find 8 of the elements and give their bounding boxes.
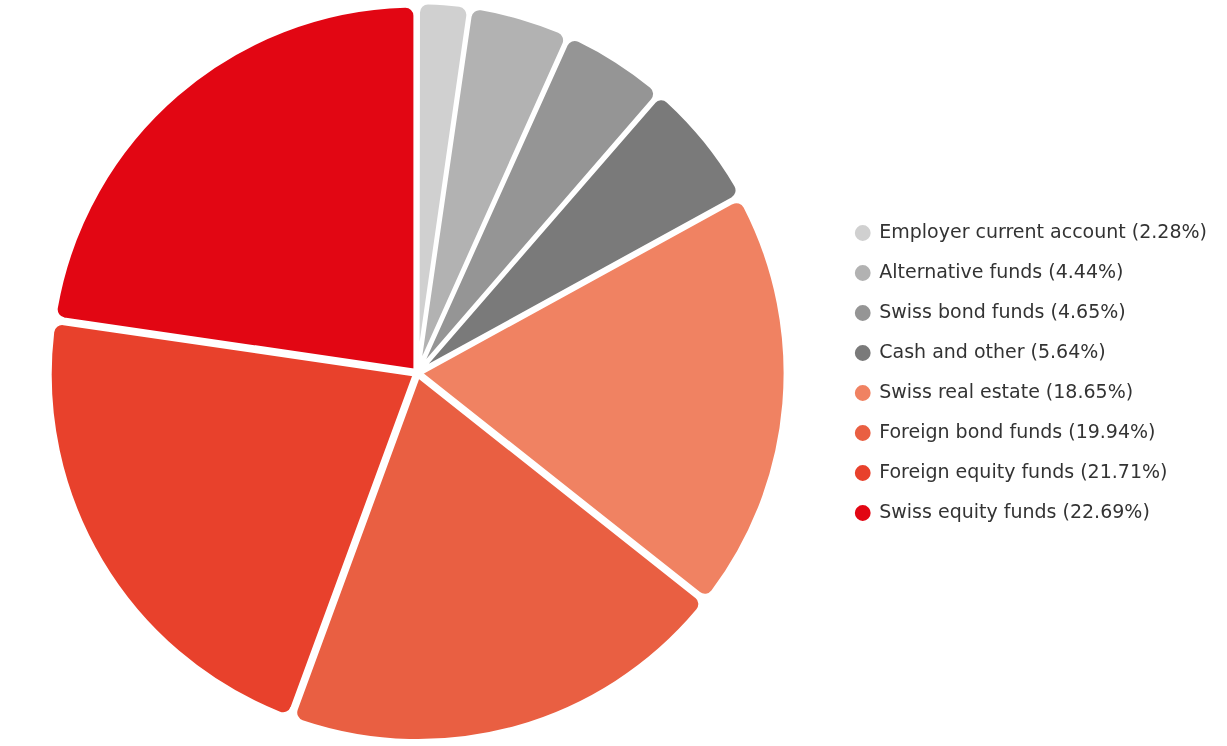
legend-label: Foreign equity funds (21.71%) <box>879 459 1168 482</box>
legend-label: Foreign bond funds (19.94%) <box>879 419 1156 442</box>
legend-label: Swiss bond funds (4.65%) <box>879 299 1126 322</box>
legend-label: Swiss equity funds (22.69%) <box>879 499 1150 522</box>
legend-label: Employer current account (2.28%) <box>879 219 1208 242</box>
legend-label: Alternative funds (4.44%) <box>879 259 1124 282</box>
legend-label: Swiss real estate (18.65%) <box>879 379 1134 402</box>
legend-label: Cash and other (5.64%) <box>879 339 1106 362</box>
